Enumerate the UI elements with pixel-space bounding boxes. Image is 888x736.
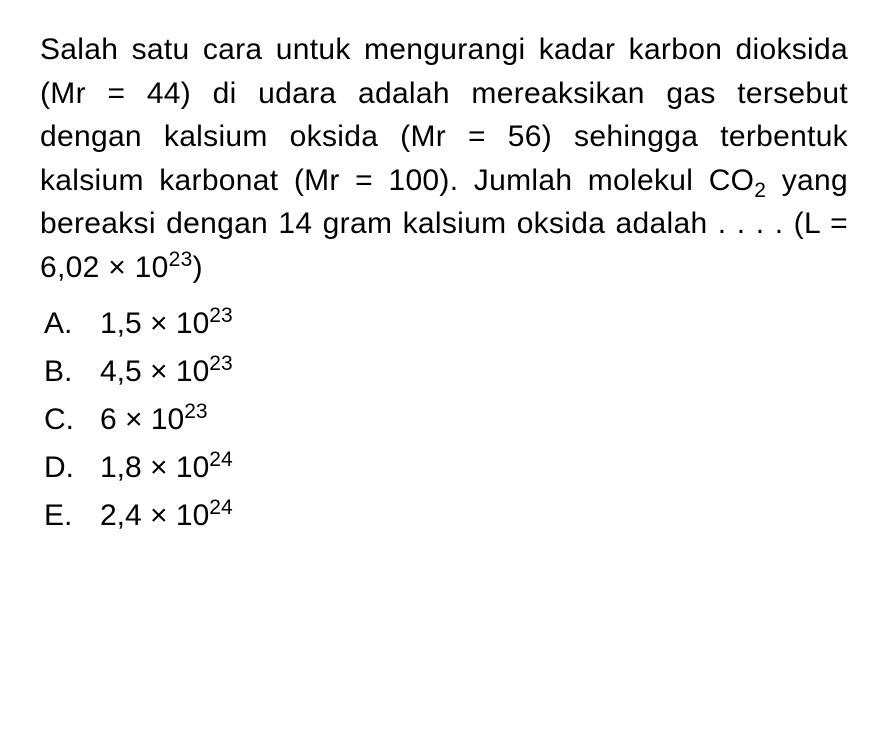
option-coef: 1,8 × 10: [100, 451, 209, 484]
co2-subscript: 2: [754, 179, 766, 202]
option-letter: D.: [44, 451, 100, 485]
option-coef: 1,5 × 10: [100, 307, 209, 340]
avogadro-exponent: 23: [169, 248, 193, 271]
option-value: 1,8 × 1024: [100, 451, 233, 485]
option-d: D. 1,8 × 1024: [44, 451, 848, 485]
option-coef: 6 × 10: [100, 403, 184, 436]
options-list: A. 1,5 × 1023 B. 4,5 × 1023 C. 6 × 1023 …: [40, 307, 848, 533]
option-letter: C.: [44, 403, 100, 437]
question-part-3: ): [193, 251, 203, 284]
question-part-1: Salah satu cara untuk mengurangi kadar k…: [40, 33, 848, 197]
option-exp: 23: [209, 304, 232, 327]
option-letter: E.: [44, 499, 100, 533]
option-b: B. 4,5 × 1023: [44, 355, 848, 389]
option-letter: A.: [44, 307, 100, 341]
option-c: C. 6 × 1023: [44, 403, 848, 437]
option-a: A. 1,5 × 1023: [44, 307, 848, 341]
option-value: 1,5 × 1023: [100, 307, 233, 341]
option-exp: 24: [209, 448, 232, 471]
option-e: E. 2,4 × 1024: [44, 499, 848, 533]
option-coef: 4,5 × 10: [100, 355, 209, 388]
option-value: 2,4 × 1024: [100, 499, 233, 533]
option-exp: 23: [184, 400, 207, 423]
option-value: 4,5 × 1023: [100, 355, 233, 389]
question-text: Salah satu cara untuk mengurangi kadar k…: [40, 28, 848, 289]
option-exp: 23: [209, 352, 232, 375]
option-letter: B.: [44, 355, 100, 389]
option-value: 6 × 1023: [100, 403, 208, 437]
option-exp: 24: [209, 496, 232, 519]
option-coef: 2,4 × 10: [100, 499, 209, 532]
